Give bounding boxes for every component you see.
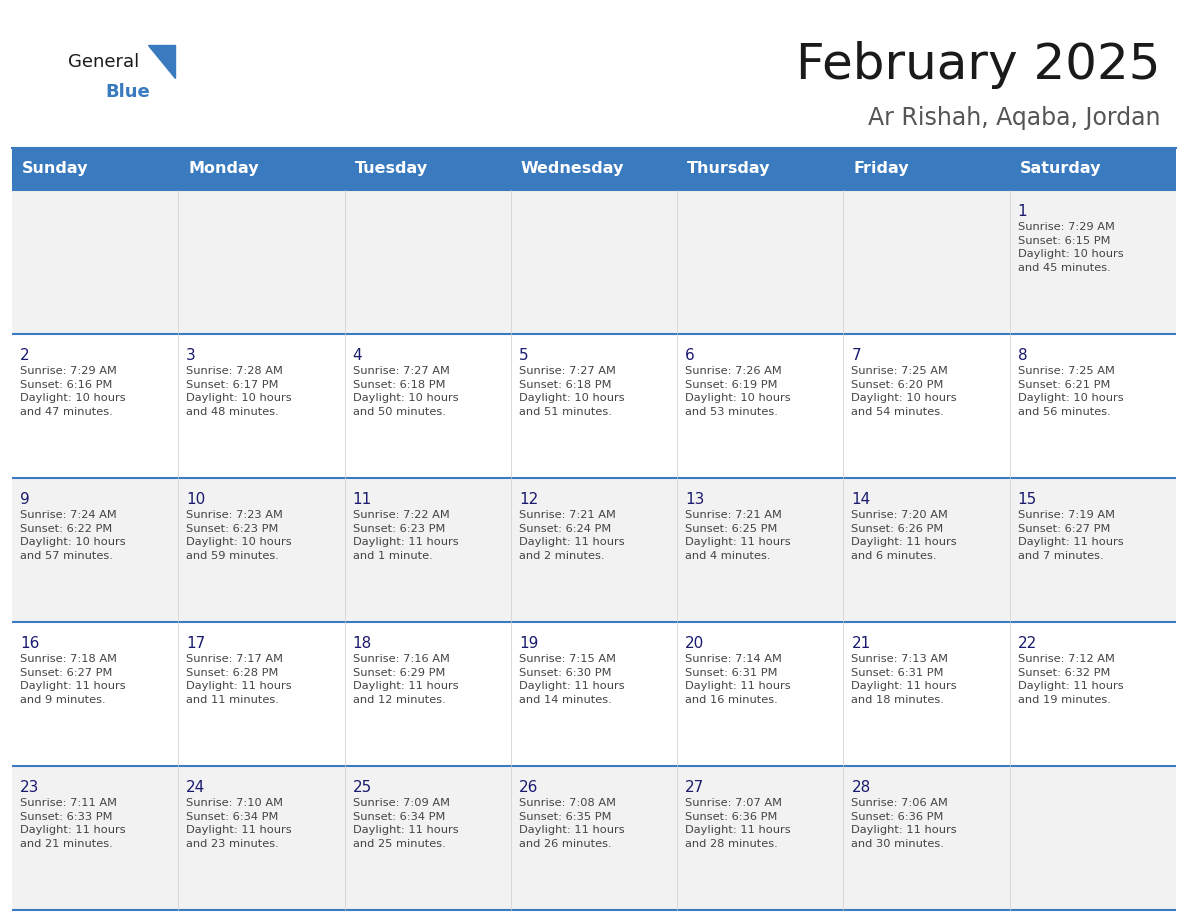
Bar — [511, 148, 677, 190]
Text: 7: 7 — [852, 348, 861, 363]
Text: Sunrise: 7:24 AM
Sunset: 6:22 PM
Daylight: 10 hours
and 57 minutes.: Sunrise: 7:24 AM Sunset: 6:22 PM Dayligh… — [20, 510, 126, 561]
Text: Sunrise: 7:27 AM
Sunset: 6:18 PM
Daylight: 10 hours
and 50 minutes.: Sunrise: 7:27 AM Sunset: 6:18 PM Dayligh… — [353, 366, 459, 417]
Text: 24: 24 — [187, 780, 206, 795]
Text: Sunrise: 7:12 AM
Sunset: 6:32 PM
Daylight: 11 hours
and 19 minutes.: Sunrise: 7:12 AM Sunset: 6:32 PM Dayligh… — [1018, 654, 1124, 705]
Text: 12: 12 — [519, 492, 538, 507]
Bar — [12, 334, 1176, 478]
Bar — [12, 766, 1176, 910]
Text: Sunrise: 7:19 AM
Sunset: 6:27 PM
Daylight: 11 hours
and 7 minutes.: Sunrise: 7:19 AM Sunset: 6:27 PM Dayligh… — [1018, 510, 1124, 561]
Text: 4: 4 — [353, 348, 362, 363]
Text: 2: 2 — [20, 348, 30, 363]
Text: Wednesday: Wednesday — [520, 162, 624, 176]
Text: Tuesday: Tuesday — [354, 162, 428, 176]
Bar — [12, 148, 178, 190]
Text: 9: 9 — [20, 492, 30, 507]
Bar — [12, 478, 1176, 622]
Text: 17: 17 — [187, 636, 206, 651]
Text: Sunrise: 7:17 AM
Sunset: 6:28 PM
Daylight: 11 hours
and 11 minutes.: Sunrise: 7:17 AM Sunset: 6:28 PM Dayligh… — [187, 654, 292, 705]
Text: Sunrise: 7:13 AM
Sunset: 6:31 PM
Daylight: 11 hours
and 18 minutes.: Sunrise: 7:13 AM Sunset: 6:31 PM Dayligh… — [852, 654, 958, 705]
Text: Sunrise: 7:27 AM
Sunset: 6:18 PM
Daylight: 10 hours
and 51 minutes.: Sunrise: 7:27 AM Sunset: 6:18 PM Dayligh… — [519, 366, 625, 417]
Text: Sunrise: 7:23 AM
Sunset: 6:23 PM
Daylight: 10 hours
and 59 minutes.: Sunrise: 7:23 AM Sunset: 6:23 PM Dayligh… — [187, 510, 292, 561]
Text: Thursday: Thursday — [687, 162, 771, 176]
Text: 23: 23 — [20, 780, 39, 795]
Text: 16: 16 — [20, 636, 39, 651]
Text: Blue: Blue — [105, 83, 150, 101]
Text: Sunrise: 7:09 AM
Sunset: 6:34 PM
Daylight: 11 hours
and 25 minutes.: Sunrise: 7:09 AM Sunset: 6:34 PM Dayligh… — [353, 798, 459, 849]
Text: Sunrise: 7:25 AM
Sunset: 6:20 PM
Daylight: 10 hours
and 54 minutes.: Sunrise: 7:25 AM Sunset: 6:20 PM Dayligh… — [852, 366, 958, 417]
Text: 21: 21 — [852, 636, 871, 651]
Bar — [12, 190, 1176, 334]
Text: Monday: Monday — [188, 162, 259, 176]
Bar — [12, 622, 1176, 766]
Text: 10: 10 — [187, 492, 206, 507]
Text: Sunday: Sunday — [23, 162, 88, 176]
Text: Sunrise: 7:08 AM
Sunset: 6:35 PM
Daylight: 11 hours
and 26 minutes.: Sunrise: 7:08 AM Sunset: 6:35 PM Dayligh… — [519, 798, 625, 849]
Text: 6: 6 — [685, 348, 695, 363]
Text: 26: 26 — [519, 780, 538, 795]
Text: Friday: Friday — [853, 162, 909, 176]
Text: 22: 22 — [1018, 636, 1037, 651]
Text: Sunrise: 7:07 AM
Sunset: 6:36 PM
Daylight: 11 hours
and 28 minutes.: Sunrise: 7:07 AM Sunset: 6:36 PM Dayligh… — [685, 798, 791, 849]
Bar — [178, 148, 345, 190]
Text: Sunrise: 7:26 AM
Sunset: 6:19 PM
Daylight: 10 hours
and 53 minutes.: Sunrise: 7:26 AM Sunset: 6:19 PM Dayligh… — [685, 366, 791, 417]
Text: Sunrise: 7:18 AM
Sunset: 6:27 PM
Daylight: 11 hours
and 9 minutes.: Sunrise: 7:18 AM Sunset: 6:27 PM Dayligh… — [20, 654, 126, 705]
Text: 18: 18 — [353, 636, 372, 651]
Bar — [345, 148, 511, 190]
Text: Sunrise: 7:11 AM
Sunset: 6:33 PM
Daylight: 11 hours
and 21 minutes.: Sunrise: 7:11 AM Sunset: 6:33 PM Dayligh… — [20, 798, 126, 849]
Text: 15: 15 — [1018, 492, 1037, 507]
Text: February 2025: February 2025 — [796, 41, 1159, 89]
Text: 19: 19 — [519, 636, 538, 651]
Text: Sunrise: 7:29 AM
Sunset: 6:15 PM
Daylight: 10 hours
and 45 minutes.: Sunrise: 7:29 AM Sunset: 6:15 PM Dayligh… — [1018, 222, 1124, 273]
Text: Sunrise: 7:10 AM
Sunset: 6:34 PM
Daylight: 11 hours
and 23 minutes.: Sunrise: 7:10 AM Sunset: 6:34 PM Dayligh… — [187, 798, 292, 849]
Text: Sunrise: 7:21 AM
Sunset: 6:25 PM
Daylight: 11 hours
and 4 minutes.: Sunrise: 7:21 AM Sunset: 6:25 PM Dayligh… — [685, 510, 791, 561]
Text: 13: 13 — [685, 492, 704, 507]
Text: 8: 8 — [1018, 348, 1028, 363]
Text: Sunrise: 7:21 AM
Sunset: 6:24 PM
Daylight: 11 hours
and 2 minutes.: Sunrise: 7:21 AM Sunset: 6:24 PM Dayligh… — [519, 510, 625, 561]
Text: Sunrise: 7:22 AM
Sunset: 6:23 PM
Daylight: 11 hours
and 1 minute.: Sunrise: 7:22 AM Sunset: 6:23 PM Dayligh… — [353, 510, 459, 561]
Text: 20: 20 — [685, 636, 704, 651]
Bar — [677, 148, 843, 190]
Text: 14: 14 — [852, 492, 871, 507]
Text: Sunrise: 7:06 AM
Sunset: 6:36 PM
Daylight: 11 hours
and 30 minutes.: Sunrise: 7:06 AM Sunset: 6:36 PM Dayligh… — [852, 798, 958, 849]
Text: 5: 5 — [519, 348, 529, 363]
Text: Sunrise: 7:20 AM
Sunset: 6:26 PM
Daylight: 11 hours
and 6 minutes.: Sunrise: 7:20 AM Sunset: 6:26 PM Dayligh… — [852, 510, 958, 561]
Bar — [1010, 148, 1176, 190]
Text: 11: 11 — [353, 492, 372, 507]
Text: Sunrise: 7:28 AM
Sunset: 6:17 PM
Daylight: 10 hours
and 48 minutes.: Sunrise: 7:28 AM Sunset: 6:17 PM Dayligh… — [187, 366, 292, 417]
Text: Sunrise: 7:16 AM
Sunset: 6:29 PM
Daylight: 11 hours
and 12 minutes.: Sunrise: 7:16 AM Sunset: 6:29 PM Dayligh… — [353, 654, 459, 705]
Text: Saturday: Saturday — [1019, 162, 1101, 176]
Text: 27: 27 — [685, 780, 704, 795]
Text: 25: 25 — [353, 780, 372, 795]
Text: 1: 1 — [1018, 204, 1028, 219]
Text: 3: 3 — [187, 348, 196, 363]
Text: Ar Rishah, Aqaba, Jordan: Ar Rishah, Aqaba, Jordan — [867, 106, 1159, 130]
Text: Sunrise: 7:14 AM
Sunset: 6:31 PM
Daylight: 11 hours
and 16 minutes.: Sunrise: 7:14 AM Sunset: 6:31 PM Dayligh… — [685, 654, 791, 705]
Text: Sunrise: 7:29 AM
Sunset: 6:16 PM
Daylight: 10 hours
and 47 minutes.: Sunrise: 7:29 AM Sunset: 6:16 PM Dayligh… — [20, 366, 126, 417]
Text: Sunrise: 7:25 AM
Sunset: 6:21 PM
Daylight: 10 hours
and 56 minutes.: Sunrise: 7:25 AM Sunset: 6:21 PM Dayligh… — [1018, 366, 1124, 417]
Bar — [843, 148, 1010, 190]
Text: 28: 28 — [852, 780, 871, 795]
Text: Sunrise: 7:15 AM
Sunset: 6:30 PM
Daylight: 11 hours
and 14 minutes.: Sunrise: 7:15 AM Sunset: 6:30 PM Dayligh… — [519, 654, 625, 705]
Text: General: General — [68, 53, 139, 71]
Polygon shape — [148, 45, 175, 78]
